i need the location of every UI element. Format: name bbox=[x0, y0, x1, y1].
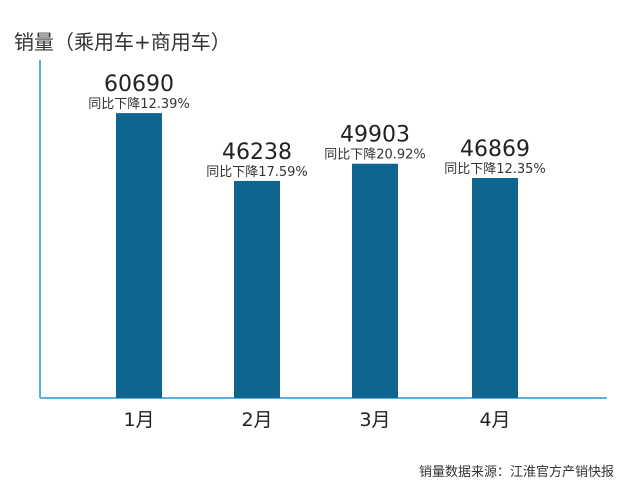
x-tick-label-2: 2月 bbox=[241, 409, 272, 431]
value-label-2: 46238 bbox=[222, 140, 292, 165]
y-axis-title: 销量（乘用车+商用车） bbox=[14, 30, 231, 54]
value-label-4: 46869 bbox=[460, 137, 530, 162]
change-label-2: 同比下降17.59% bbox=[206, 165, 308, 180]
value-label-1: 60690 bbox=[104, 72, 174, 97]
bar-4 bbox=[472, 177, 518, 398]
change-label-3: 同比下降20.92% bbox=[324, 148, 426, 163]
bar-3 bbox=[352, 163, 398, 398]
bars-group: 60690同比下降12.39%1月46238同比下降17.59%2月49903同… bbox=[88, 72, 546, 431]
bar-1 bbox=[116, 113, 162, 398]
bar-2 bbox=[234, 180, 280, 398]
change-label-4: 同比下降12.35% bbox=[444, 162, 546, 177]
source-note: 销量数据来源：江淮官方产销快报 bbox=[419, 464, 614, 480]
x-tick-label-3: 3月 bbox=[359, 409, 390, 431]
x-tick-label-4: 4月 bbox=[479, 409, 510, 431]
x-tick-label-1: 1月 bbox=[123, 409, 154, 431]
change-label-1: 同比下降12.39% bbox=[88, 97, 190, 112]
value-label-3: 49903 bbox=[340, 123, 410, 148]
